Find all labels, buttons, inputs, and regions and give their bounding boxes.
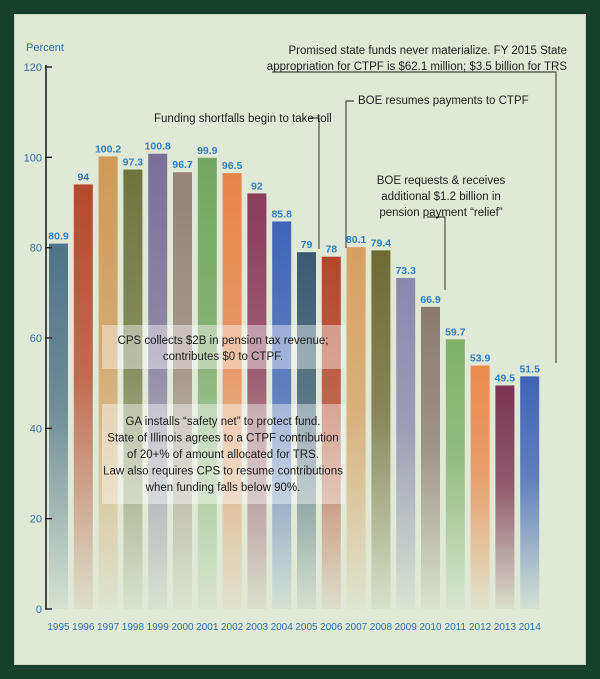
annotation-text: additional $1.2 billion in [381,191,501,203]
bar-2007 [346,247,366,609]
y-tick-label: 20 [30,514,42,526]
y-tick-label: 120 [24,62,42,74]
annotation-box-text: contributes $0 to CTPF. [163,351,283,363]
x-tick-label-2000: 2000 [171,622,194,633]
x-tick-label-2008: 2008 [370,622,393,633]
bar-2008 [371,250,391,610]
bar-2004 [272,221,292,609]
x-tick-label-2013: 2013 [494,622,517,633]
value-label-2000: 96.7 [172,159,193,171]
x-tick-label-2003: 2003 [246,622,269,633]
bar-1999 [148,153,168,609]
annotation-box-text: of 20+% of amount allocated for TRS. [127,449,319,461]
funding-ratio-chart: Percent 80.91995941996100.2199797.319981… [24,42,568,633]
bar-2001 [197,157,217,609]
leader-line [345,100,354,248]
x-tick-label-2011: 2011 [445,622,467,633]
x-tick-label-2014: 2014 [519,622,542,633]
y-tick-label: 40 [30,423,42,435]
y-axis-title: Percent [26,42,64,54]
bar-2010 [421,306,440,609]
x-tick-label-1997: 1997 [97,622,120,633]
x-tick-label-1996: 1996 [72,622,95,633]
value-label-1999: 100.8 [145,141,171,153]
annotation-text: appropriation for CTPF is $62.1 million;… [267,61,568,73]
x-tick-label-2005: 2005 [295,622,318,633]
chart-frame: Percent 80.9 1995 94 1996 100.2 1997 97.3 1998 1… [14,14,586,665]
value-label-2004: 85.8 [271,208,292,220]
x-tick-label-2002: 2002 [221,622,244,633]
bar-2002 [222,173,242,609]
value-label-2002: 96.5 [222,160,243,172]
value-label-2011: 59.7 [445,326,466,338]
value-label-1996: 94 [77,171,89,183]
bar-2012 [470,365,490,609]
x-tick-label-2007: 2007 [345,622,368,633]
value-label-2013: 49.5 [495,372,516,384]
value-label-2003: 92 [251,180,263,192]
annotation-text: BOE resumes payments to CTPF [358,95,529,107]
annotation-box-2 [102,404,345,504]
bar-2005 [297,252,316,609]
leader-line [310,117,320,249]
bar-2011 [445,339,465,609]
annotation-box-1 [102,325,345,369]
x-tick-label-2012: 2012 [469,622,492,633]
annotation-text: Funding shortfalls begin to take toll [154,113,332,125]
value-label-1995: 80.9 [48,231,69,243]
bar-2003 [247,193,267,609]
value-label-2009: 73.3 [395,265,416,277]
value-label-2014: 51.5 [519,363,540,375]
bar-1997 [98,156,118,609]
value-label-2001: 99.9 [197,145,218,157]
y-tick-label: 100 [24,152,42,164]
x-tick-label-2009: 2009 [395,622,418,633]
value-label-2012: 53.9 [470,353,491,365]
bar-1996 [73,184,93,609]
value-label-2007: 80.1 [346,234,367,246]
annotation-box-text: Law also requires CPS to resume contribu… [103,466,343,478]
annotation-text: BOE requests & receives [377,175,506,187]
value-label-2010: 66.9 [420,294,441,306]
annotation-text: Promised state funds never materialize. … [289,45,568,57]
annotation-box-text: CPS collects $2B in pension tax revenue; [118,335,329,347]
annotation-box-text: when funding falls below 90%. [145,482,301,494]
annotation-box-text: State of Illinois agrees to a CTPF contr… [107,433,338,445]
x-tick-label-2001: 2001 [196,622,219,633]
leader-line [427,216,446,290]
y-tick-label: 0 [36,604,42,616]
annotation-box-text: GA installs “safety net” to protect fund… [126,416,321,428]
value-label-1997: 100.2 [95,143,121,155]
value-label-2008: 79.4 [371,237,392,249]
x-tick-label-2004: 2004 [271,622,294,633]
y-tick-label: 60 [30,333,42,345]
bar-2000 [173,172,192,609]
bar-2014 [520,376,540,609]
bar-1998 [123,169,143,610]
bar-2009 [396,277,416,609]
annotation-text: pension payment “relief” [379,207,503,219]
x-tick-label-1999: 1999 [147,622,170,633]
x-tick-label-2006: 2006 [320,622,343,633]
value-label-1998: 97.3 [123,157,144,169]
bar-2013 [495,385,515,609]
bar-2006 [321,256,341,609]
x-tick-label-2010: 2010 [419,622,442,633]
x-tick-label-1998: 1998 [122,622,145,633]
x-tick-label-1995: 1995 [47,622,70,633]
y-tick-label: 80 [30,243,42,255]
value-label-2005: 79 [301,239,313,251]
bar-1995 [49,243,68,609]
leader-line [272,71,557,363]
value-label-2006: 78 [325,244,337,256]
